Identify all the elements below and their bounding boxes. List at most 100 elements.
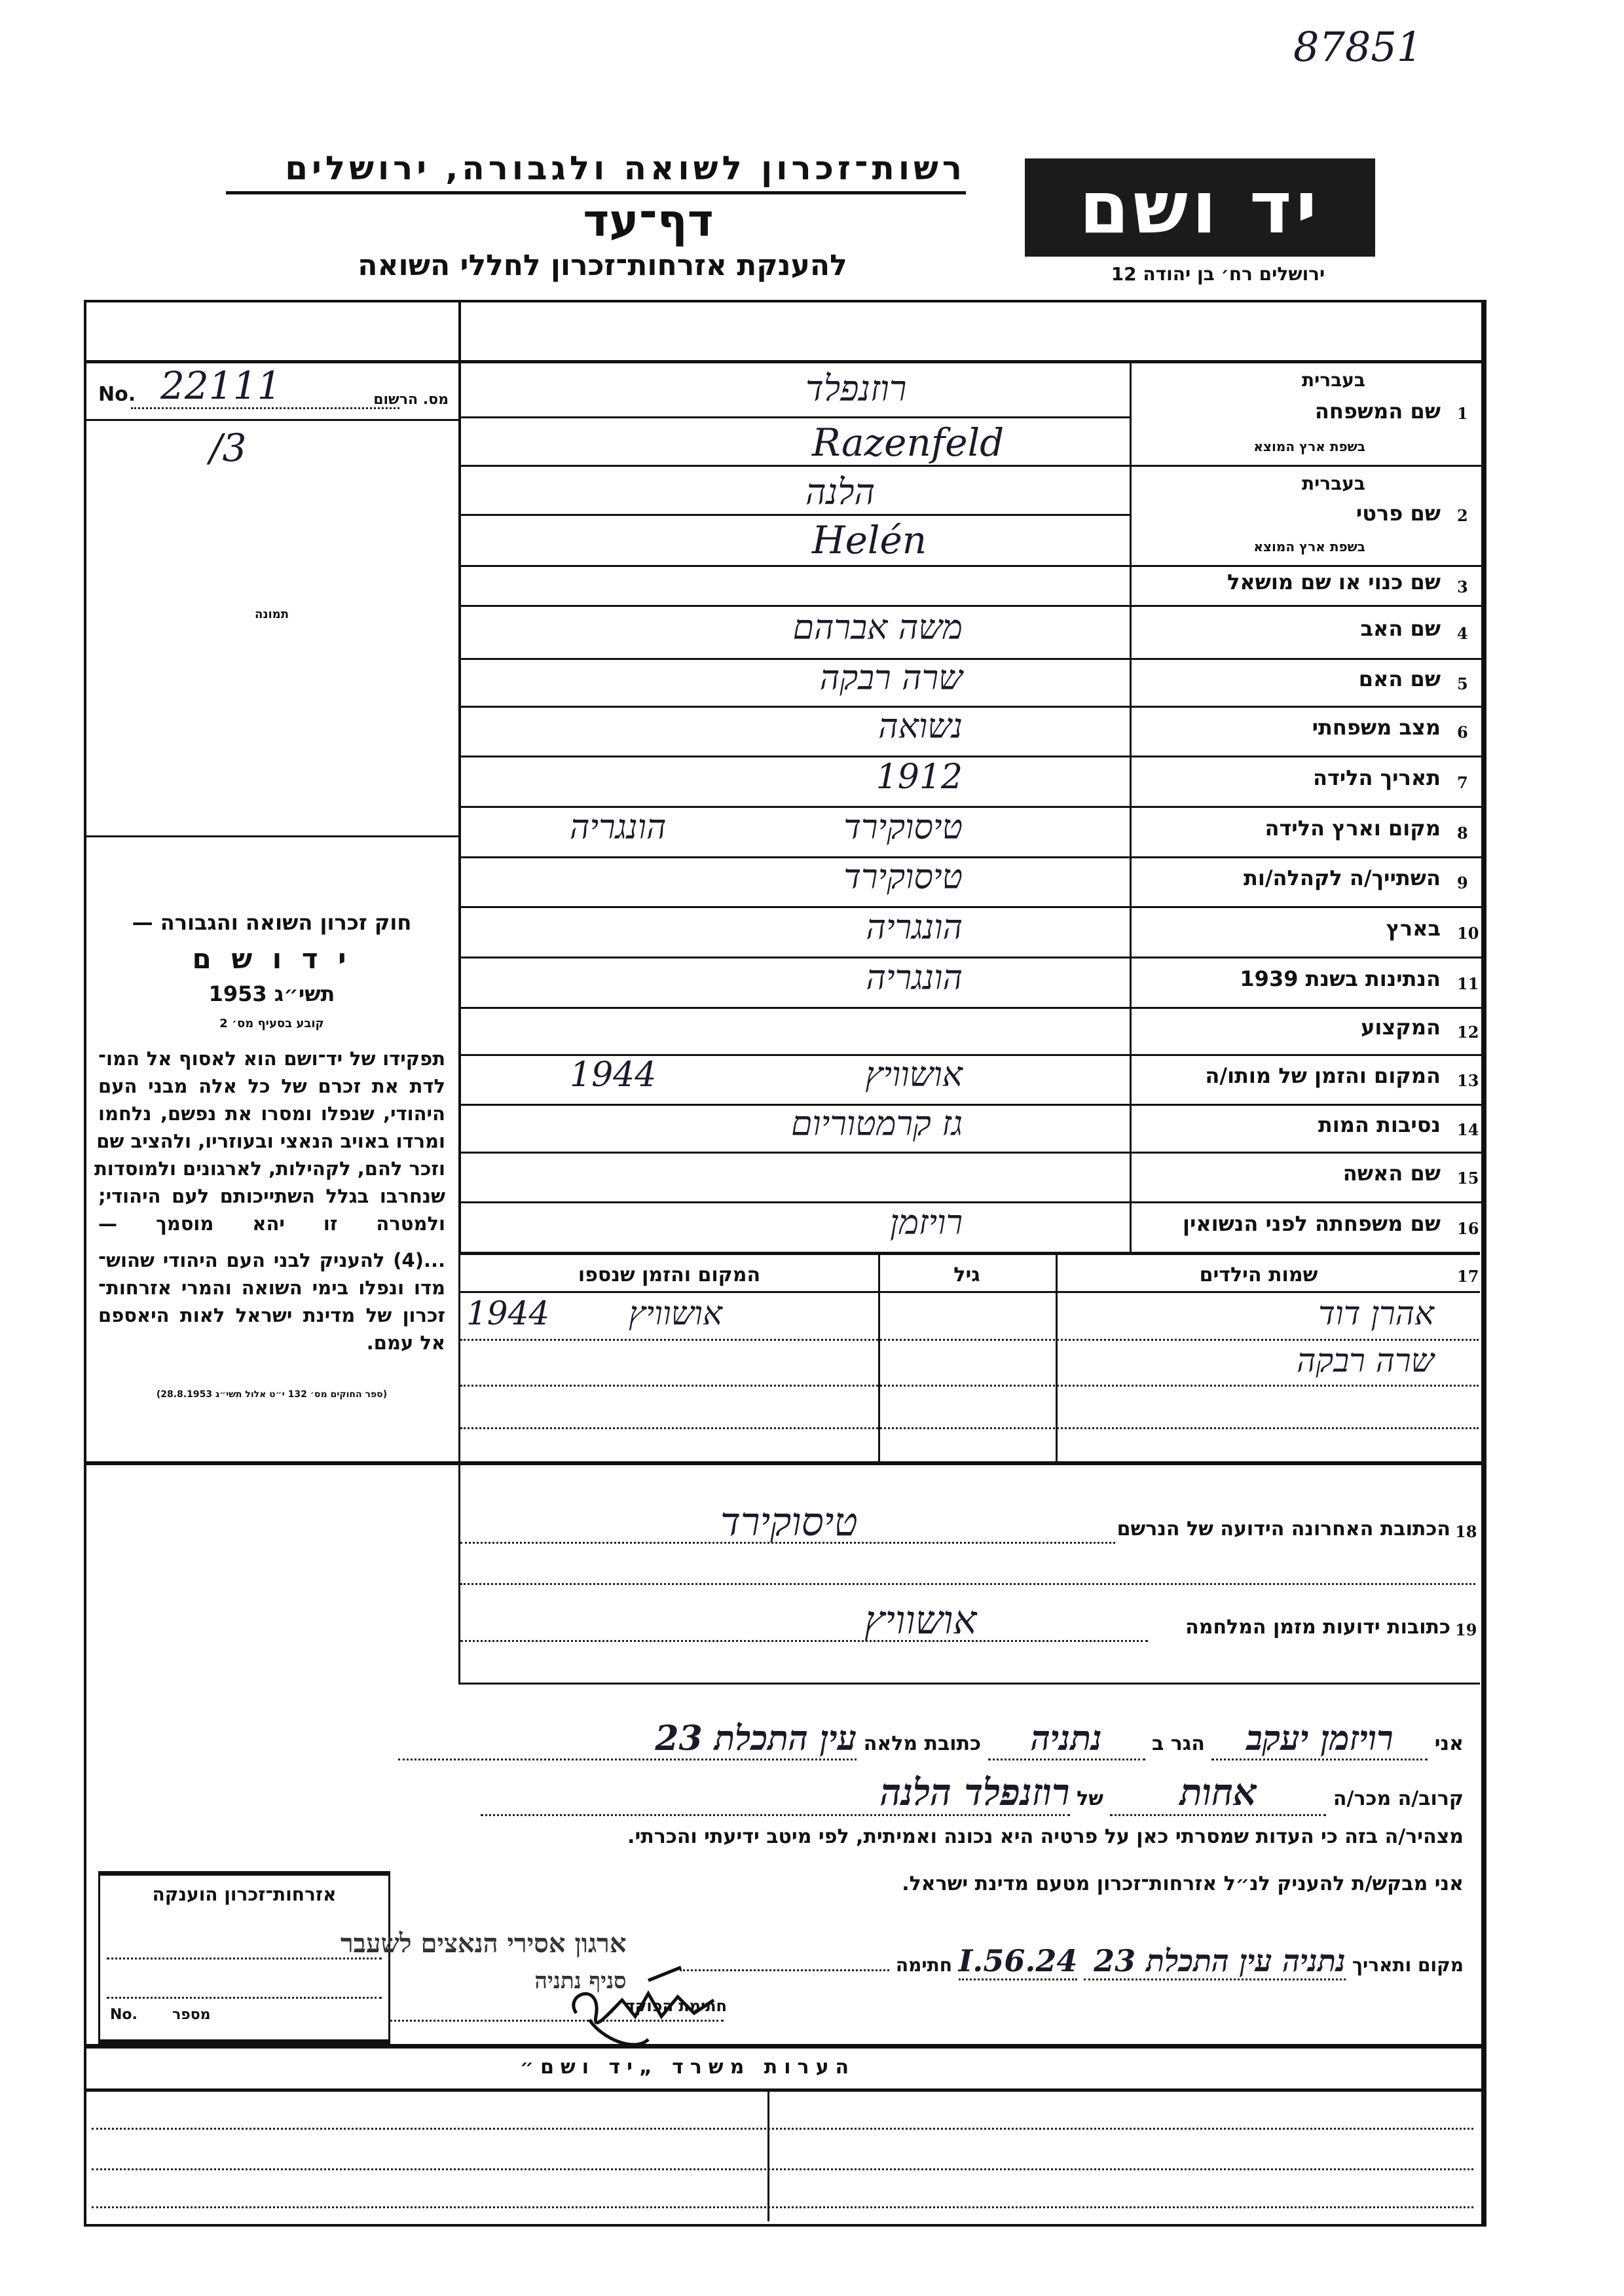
law-line: היהודי, שנפלו ומסרו את נפשם, נלחמו — [98, 1102, 445, 1125]
top-strip-line — [84, 360, 1482, 363]
left-column-divider-lower — [458, 1252, 460, 1684]
field-label: המקום והזמן של מותו/ה — [1205, 1063, 1441, 1088]
children-col-age: גיל — [953, 1264, 980, 1286]
children-col-place: המקום והזמן שנספו — [578, 1264, 761, 1286]
field-value: משה אברהם — [792, 608, 963, 647]
field-number: 7 — [1457, 773, 1468, 792]
field-value: אושוויץ — [865, 1055, 963, 1095]
law-line: ...(4) להעניק לבני העם היהודי שהוש־ — [98, 1249, 445, 1271]
stamp-branch: סניף נתניה — [534, 1968, 627, 1994]
row-line — [460, 1104, 1482, 1106]
law-line: תפקידו של יד־ושם הוא לאסוף אל המו־ — [98, 1048, 445, 1070]
family-name-origin: Razenfeld — [812, 420, 1005, 465]
row-line — [460, 906, 1482, 908]
field-number: 9 — [1457, 873, 1468, 892]
award-box-number-line — [107, 1997, 382, 1999]
reference-number: 87851 — [1293, 23, 1423, 71]
row-line — [460, 465, 1482, 467]
date: 24.I.56 — [958, 1943, 1078, 1980]
declaration-request: אני מבקש/ת להעניק לנ״ל אזרחות־זכרון מטעם… — [902, 1872, 1464, 1895]
section-bottom-line — [458, 1683, 1480, 1685]
law-name: י ד ו ש ם — [192, 943, 352, 975]
law-line: מדו ונפלו בימי השואה והמרי אזרחות־ — [98, 1277, 445, 1299]
resides-label: הגר ב — [1151, 1732, 1205, 1755]
field-label: שם משפחתה לפני הנשואין — [1182, 1211, 1441, 1236]
award-box-line — [107, 1958, 382, 1959]
field-label: שם כנוי או שם מושאל — [1227, 569, 1441, 594]
remarks-divider — [767, 2088, 769, 2221]
law-clause: קובע בסעיף מס׳ 2 — [219, 1017, 324, 1030]
children-col-divider-1 — [878, 1252, 880, 1461]
place-date: נתניה עין התכלת 23 — [1084, 1943, 1346, 1980]
city: נתניה — [987, 1719, 1145, 1760]
field-number: 3 — [1457, 577, 1468, 596]
child-year: 1944 — [466, 1294, 550, 1332]
reg-no-dotted-line — [131, 407, 399, 409]
field-number: 1 — [1457, 404, 1468, 423]
row-line — [460, 565, 1482, 567]
reg-no-label: מס. הרשום — [373, 392, 449, 408]
last-address-line-2 — [460, 1583, 1475, 1585]
reg-no-prefix: No. — [98, 383, 136, 406]
war-address-line — [460, 1640, 1148, 1642]
form-subtitle: להענקת אזרחות־זכרון לחללי השואה — [358, 249, 847, 282]
field-label: שם פרטי — [1356, 500, 1441, 526]
field-label: הנתינות בשנת 1939 — [1240, 966, 1441, 991]
child-name: אהרן דוד — [1318, 1294, 1434, 1332]
law-year: תשי״ג 1953 — [208, 981, 335, 1006]
declaration-line-2: קרוב/ה מכר/ה אחות של רוזנפלד הלנה — [101, 1771, 1464, 1816]
declaration-line-1: אני רויזמן יעקב הגר ב נתניה כתובת מלאה ע… — [101, 1719, 1464, 1760]
child-name: שרה רבקה — [1297, 1341, 1434, 1379]
law-line: וזכר להם, לקהילות, לארגונים ולמוסדות — [94, 1157, 445, 1180]
first-name-origin: Helén — [812, 518, 927, 562]
row-line — [460, 658, 1482, 660]
field-number: 14 — [1457, 1120, 1479, 1139]
full-address: עין התכלת 23 — [398, 1719, 857, 1760]
field-label: תאריך הלידה — [1312, 765, 1441, 790]
field-number: 11 — [1457, 974, 1479, 993]
remarks-title: הערות משרד „יד ושם״ — [519, 2056, 856, 2079]
reg-no-suffix: /3 — [210, 426, 247, 470]
row-line — [460, 756, 1482, 757]
remarks-header-line — [84, 2088, 1482, 2092]
war-address-label: כתובות ידועות מזמן המלחמה — [1185, 1616, 1450, 1639]
remarks-line-1 — [92, 2128, 1473, 2130]
field-value: שרה רבקה — [819, 658, 963, 698]
place-date-label: מקום ותאריך — [1352, 1954, 1464, 1976]
officer-signature-line — [390, 2020, 724, 2022]
field-value: גז קרמטוריום — [790, 1104, 963, 1144]
last-address-value: טיסוקירד — [720, 1499, 858, 1545]
law-line: ולמטרה זו יהא מוסמך — — [98, 1212, 445, 1235]
award-box: אזרחות־זכרון הוענקה No. מספר — [98, 1871, 390, 2044]
field-value: 1912 — [876, 757, 963, 797]
field-label: שם האם — [1358, 666, 1441, 691]
signature-label: חתימה — [895, 1954, 953, 1976]
field-value-secondary: הונגריה — [570, 807, 667, 847]
law-line: אל עמם. — [366, 1332, 445, 1354]
remarks-line-3 — [92, 2206, 1473, 2208]
declaration-statement: מצהיר/ה בזה כי העדות שמסרתי כאן על פרטיה… — [627, 1825, 1464, 1848]
law-title: חוק זכרון השואה והגבורה — — [132, 910, 412, 935]
field-number: 8 — [1457, 823, 1468, 843]
award-number-prefix: No. — [110, 2007, 138, 2023]
remarks-line-2 — [92, 2168, 1473, 2170]
row-line — [460, 605, 1482, 607]
field-value: נשואה — [878, 707, 963, 746]
field-value: רויזמן — [889, 1203, 963, 1243]
row-line — [460, 856, 1482, 858]
law-line: לדת את זכרם של כל אלה מבני העם — [98, 1075, 445, 1097]
relation: אחות — [1110, 1771, 1327, 1816]
award-number-label: מספר — [172, 2007, 211, 2023]
field-label: שם המשפחה — [1314, 399, 1441, 424]
origin-sublabel: בשפת ארץ המוצא — [1253, 539, 1365, 555]
address: ירושלים רח׳ בן יהודה 12 — [1111, 263, 1325, 285]
last-address-line — [460, 1542, 1115, 1544]
reg-no-value: 22111 — [160, 363, 282, 408]
field-value: טיסוקירד — [843, 858, 963, 897]
field-number: 12 — [1457, 1023, 1479, 1042]
child-row-line — [460, 1385, 1479, 1387]
signature-line — [680, 1969, 890, 1971]
row-line — [460, 1054, 1482, 1056]
hebrew-sublabel: בעברית — [1301, 473, 1365, 494]
field-number: 4 — [1457, 623, 1468, 643]
